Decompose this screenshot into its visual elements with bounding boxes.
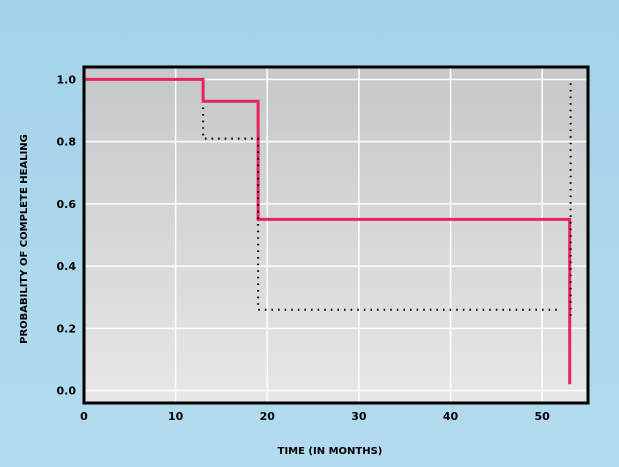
y-tick-label: 0.0: [57, 385, 77, 398]
series-line-1: [84, 77, 572, 385]
x-tick-label: 30: [351, 410, 367, 423]
tick-labels: 0 10 20 30 40 50 0.0 0.2 0.4 0.6 0.8 1.0: [57, 73, 551, 423]
x-tick-label: 50: [535, 410, 551, 423]
x-tick-label: 40: [443, 410, 459, 423]
x-tick-label: 0: [80, 410, 88, 423]
x-tick-label: 10: [168, 410, 184, 423]
series-group: [84, 77, 572, 385]
grid: [84, 67, 588, 403]
plot-area: [84, 67, 588, 403]
y-tick-label: 0.2: [57, 322, 77, 335]
y-tick-label: 0.8: [57, 136, 77, 149]
y-tick-label: 0.4: [57, 260, 77, 273]
y-tick-label: 0.6: [57, 198, 77, 211]
series-line-2: [202, 107, 561, 311]
y-axis-title: PROBABILITY OF COMPLETE HEALING: [19, 134, 30, 344]
plot-frame: [82, 65, 590, 405]
x-tick-label: 20: [260, 410, 276, 423]
y-tick-label: 1.0: [57, 73, 77, 86]
x-axis-title: TIME (IN MONTHS): [278, 446, 383, 457]
